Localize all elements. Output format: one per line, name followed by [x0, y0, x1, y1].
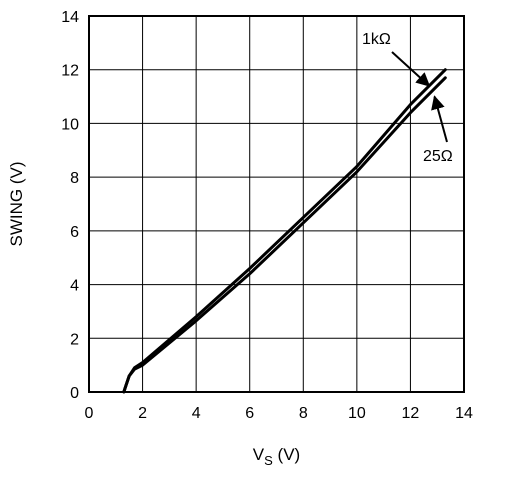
y-tick-label-14: 14	[61, 9, 79, 26]
annotation-arrow-1k	[391, 51, 431, 87]
x-axis-label: VS (V)	[253, 445, 300, 468]
y-axis-label: SWING (V)	[7, 162, 26, 247]
annotation-label-25: 25Ω	[423, 148, 453, 165]
x-tick-label-4: 4	[192, 405, 201, 422]
series-layer	[122, 68, 447, 394]
series-line-1	[122, 76, 447, 394]
grid	[89, 16, 464, 392]
x-tick-label-6: 6	[245, 405, 254, 422]
y-tick-label-0: 0	[70, 385, 79, 402]
y-tick-label-2: 2	[70, 331, 79, 348]
plot-frame	[88, 15, 465, 393]
x-axis-label-main: V	[253, 445, 265, 464]
x-tick-label-2: 2	[138, 405, 147, 422]
y-tick-label-10: 10	[61, 116, 79, 133]
x-tick-label-0: 0	[85, 405, 94, 422]
x-axis-label-sub: S	[264, 453, 273, 468]
y-tick-labels: 0 2 4 6 8 10 12 14	[61, 9, 79, 402]
x-tick-label-10: 10	[348, 405, 366, 422]
y-tick-label-6: 6	[70, 224, 79, 241]
y-tick-label-12: 12	[61, 63, 79, 80]
y-tick-label-8: 8	[70, 170, 79, 187]
y-tick-label-4: 4	[70, 278, 79, 295]
annotations: 1kΩ 25Ω	[362, 31, 453, 165]
x-tick-label-12: 12	[402, 405, 420, 422]
x-tick-label-8: 8	[299, 405, 308, 422]
annotation-arrow-25	[431, 95, 448, 143]
x-axis-label-unit: (V)	[273, 445, 300, 464]
annotation-label-1k: 1kΩ	[362, 31, 391, 48]
x-tick-label-14: 14	[455, 405, 473, 422]
x-tick-labels: 0 2 4 6 8 10 12 14	[85, 405, 473, 422]
